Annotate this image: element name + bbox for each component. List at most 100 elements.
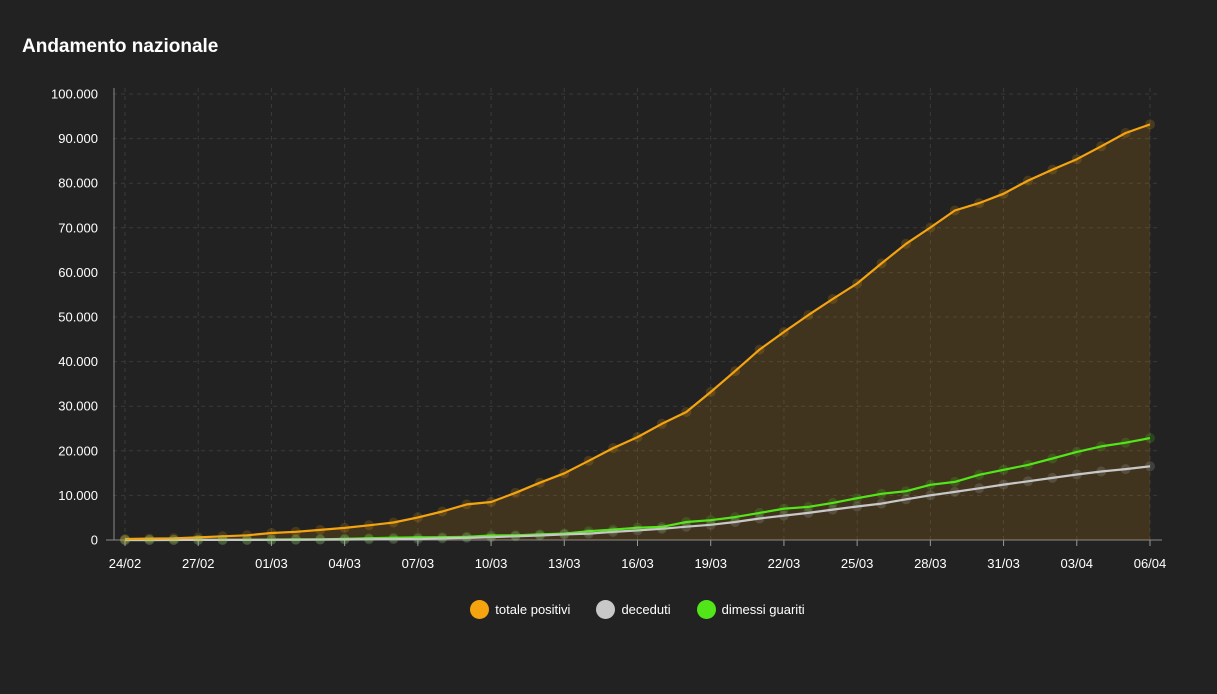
- data-point: [266, 534, 277, 545]
- data-point: [266, 534, 277, 545]
- data-point: [827, 504, 838, 515]
- data-point: [242, 530, 252, 541]
- data-point: [827, 497, 838, 508]
- x-tick-label: 04/03: [328, 556, 361, 571]
- data-point: [1023, 476, 1033, 487]
- data-point: [486, 532, 497, 543]
- data-point: [437, 532, 448, 543]
- x-tick-label: 06/04: [1134, 556, 1167, 571]
- data-point: [901, 494, 911, 505]
- data-point: [705, 515, 716, 526]
- data-point: [510, 531, 521, 542]
- chart-series: [124, 123, 1151, 542]
- legend-item-1[interactable]: deceduti: [596, 600, 671, 619]
- data-point: [998, 479, 1009, 490]
- data-point: [217, 531, 228, 542]
- chart-markers: [120, 119, 1155, 545]
- data-point: [949, 486, 960, 497]
- data-point: [510, 487, 521, 498]
- data-point: [1120, 464, 1131, 475]
- x-tick-label: 25/03: [841, 556, 874, 571]
- data-point: [583, 455, 594, 466]
- data-point: [852, 501, 863, 512]
- data-point: [632, 522, 643, 533]
- data-point: [388, 517, 399, 528]
- data-point: [559, 529, 570, 540]
- data-point: [486, 497, 497, 507]
- data-point: [974, 469, 985, 480]
- x-tick-label: 27/02: [182, 556, 215, 571]
- series-area-0: [125, 124, 1150, 541]
- data-point: [1047, 164, 1058, 175]
- data-point: [681, 407, 692, 417]
- data-point: [803, 501, 814, 512]
- data-point: [681, 517, 692, 527]
- legend-item-0[interactable]: totale positivi: [470, 600, 570, 619]
- data-point: [144, 535, 155, 545]
- data-point: [730, 512, 741, 523]
- x-tick-label: 13/03: [548, 556, 581, 571]
- data-point: [852, 278, 863, 289]
- data-point: [705, 387, 716, 397]
- data-point: [193, 534, 204, 545]
- y-tick-label: 20.000: [58, 443, 98, 458]
- x-tick-label: 01/03: [255, 556, 288, 571]
- data-point: [461, 531, 472, 542]
- x-tick-label: 24/02: [109, 556, 142, 571]
- data-point: [1096, 466, 1107, 477]
- data-point: [632, 525, 643, 536]
- data-point: [656, 523, 667, 534]
- data-point: [437, 533, 448, 544]
- data-point: [1047, 453, 1058, 464]
- data-point: [754, 507, 765, 518]
- data-point: [412, 532, 423, 543]
- data-point: [290, 534, 301, 545]
- data-point: [1120, 128, 1131, 138]
- data-point: [1023, 175, 1033, 186]
- data-point: [193, 532, 204, 543]
- data-point: [1023, 459, 1033, 470]
- data-point: [559, 468, 570, 479]
- data-point: [315, 524, 326, 535]
- data-point: [1096, 141, 1107, 152]
- data-point: [901, 486, 911, 497]
- data-point: [339, 522, 350, 533]
- data-point: [608, 526, 619, 537]
- data-point: [1145, 433, 1155, 444]
- data-point: [608, 443, 619, 454]
- data-point: [876, 498, 887, 509]
- data-point: [827, 294, 838, 304]
- y-tick-label: 10.000: [58, 488, 98, 503]
- data-point: [339, 534, 350, 545]
- data-point: [1071, 469, 1082, 480]
- series-line-0: [124, 123, 1151, 541]
- x-tick-label: 31/03: [987, 556, 1020, 571]
- data-point: [1145, 461, 1155, 472]
- data-point: [364, 533, 374, 544]
- data-point: [534, 477, 545, 488]
- data-point: [144, 535, 155, 545]
- legend-swatch: [696, 600, 716, 619]
- data-point: [242, 534, 252, 545]
- legend-label: deceduti: [621, 602, 671, 617]
- data-point: [876, 488, 887, 499]
- y-tick-label: 100.000: [51, 87, 98, 102]
- data-point: [242, 534, 252, 545]
- data-point: [290, 534, 301, 545]
- y-tick-label: 70.000: [58, 220, 98, 235]
- data-point: [388, 534, 399, 545]
- legend-label: totale positivi: [495, 602, 571, 617]
- data-point: [778, 327, 789, 337]
- x-tick-label: 10/03: [475, 556, 508, 571]
- data-point: [120, 535, 130, 545]
- legend-item-2[interactable]: dimessi guariti: [696, 600, 805, 619]
- data-point: [510, 530, 521, 541]
- data-point: [730, 517, 741, 527]
- data-point: [754, 344, 765, 355]
- data-point: [656, 521, 667, 532]
- data-point: [168, 533, 179, 544]
- data-point: [778, 503, 789, 514]
- data-point: [315, 534, 326, 545]
- data-point: [949, 205, 960, 216]
- data-point: [412, 512, 423, 523]
